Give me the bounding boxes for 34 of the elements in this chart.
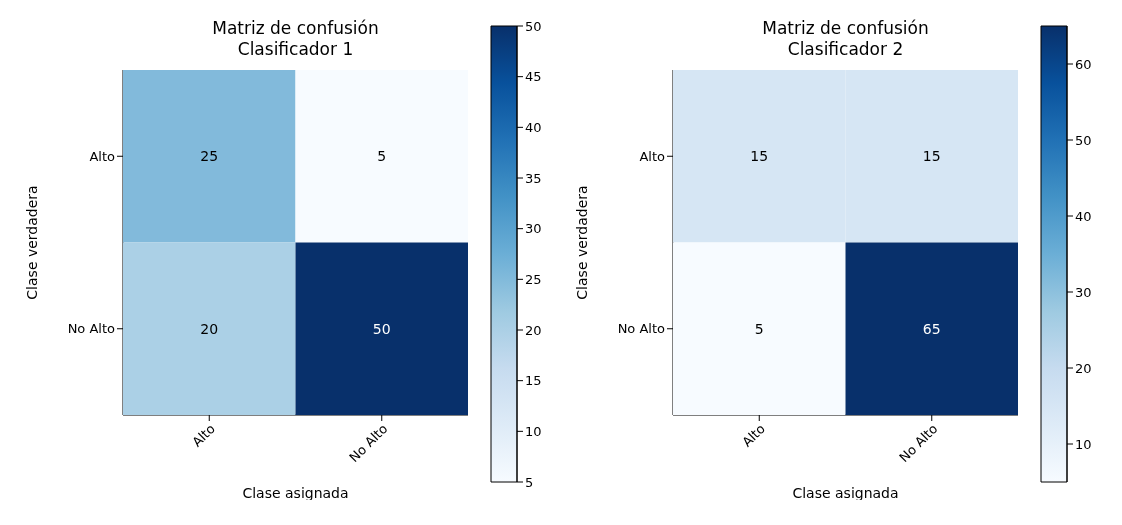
x-tick-label: Alto bbox=[189, 421, 218, 450]
data-label: 5 bbox=[754, 320, 764, 337]
color-bar-label: 10 bbox=[525, 423, 542, 439]
color-bar-label: 20 bbox=[525, 322, 542, 338]
color-bar-label: 15 bbox=[525, 373, 542, 389]
x-tick-label: No Alto bbox=[346, 421, 391, 466]
color-bar-label: 20 bbox=[1075, 360, 1092, 376]
y-axis-title: Clase verdadera bbox=[23, 185, 40, 300]
color-bar-label: 60 bbox=[1075, 56, 1092, 72]
data-label: 20 bbox=[200, 320, 219, 337]
color-bar-label: 50 bbox=[525, 18, 542, 34]
color-bar-label: 25 bbox=[525, 271, 542, 287]
x-axis-title: Clase asignada bbox=[792, 485, 899, 501]
color-bar-label: 10 bbox=[1075, 436, 1092, 452]
data-label: 15 bbox=[750, 148, 769, 165]
data-label: 15 bbox=[922, 148, 941, 165]
color-bar-label: 35 bbox=[525, 170, 542, 186]
color-bar-label: 50 bbox=[1075, 132, 1092, 148]
data-label: 50 bbox=[372, 320, 391, 337]
color-bar-label: 40 bbox=[525, 119, 542, 135]
chart-title: Matriz de confusión Clasificador 1 bbox=[211, 18, 380, 60]
data-label: 65 bbox=[922, 320, 941, 337]
x-tick-label: No Alto bbox=[896, 421, 941, 466]
color-bar-label: 40 bbox=[1075, 208, 1092, 224]
color-bar-label: 30 bbox=[1075, 284, 1092, 300]
color-bar-label: 5 bbox=[525, 474, 534, 490]
data-label: 25 bbox=[200, 148, 219, 165]
y-axis-title: Clase verdadera bbox=[573, 185, 590, 300]
x-tick-label: Alto bbox=[739, 421, 768, 450]
x-axis-title: Clase asignada bbox=[242, 485, 349, 501]
color-bar-label: 30 bbox=[525, 221, 542, 237]
color-bar-label: 45 bbox=[525, 69, 542, 85]
chart-title: Matriz de confusión Clasificador 2 bbox=[761, 18, 930, 60]
data-label: 5 bbox=[377, 148, 387, 165]
